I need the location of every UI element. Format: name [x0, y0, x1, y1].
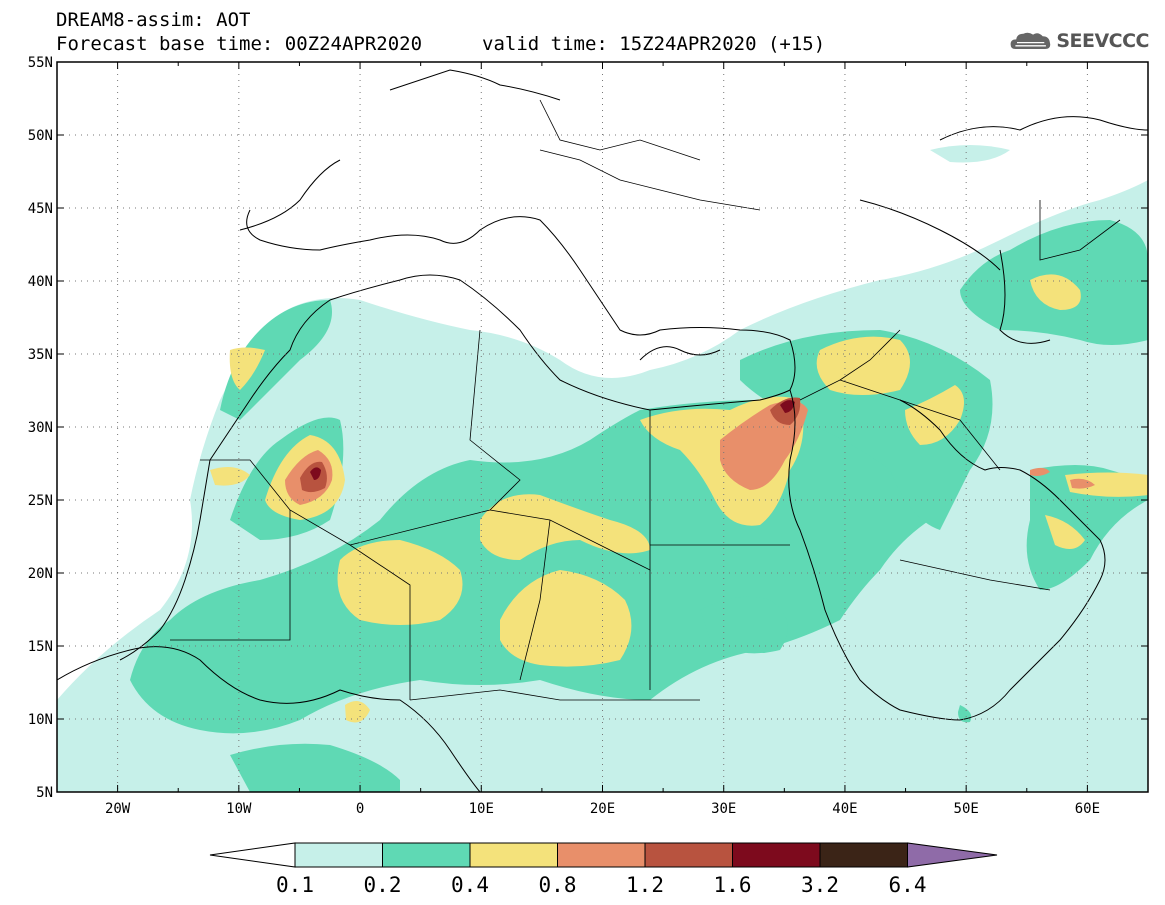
- legend-label: 6.4: [889, 873, 927, 897]
- aot-field: [57, 145, 1148, 792]
- lon-label: 0: [356, 801, 364, 817]
- chart-title-line1: DREAM8-assim: AOT: [56, 9, 251, 31]
- lon-label: 10E: [469, 801, 494, 817]
- lat-label: 40N: [28, 274, 53, 290]
- lat-label: 30N: [28, 420, 53, 436]
- lon-label: 50E: [954, 801, 979, 817]
- seevccc-logo: SEEVCCC: [1009, 26, 1149, 56]
- legend-swatch: [819, 842, 908, 868]
- legend-label: 0.2: [364, 873, 402, 897]
- valid-time: valid time: 15Z24APR2020 (+15): [482, 33, 826, 55]
- legend-label: 1.2: [626, 873, 664, 897]
- legend-arrow-high: [907, 842, 998, 868]
- lon-label: 20W: [105, 801, 131, 817]
- coastlines: [57, 69, 1148, 792]
- lat-label: 45N: [28, 201, 53, 217]
- lat-label: 10N: [28, 712, 53, 728]
- legend-label: 0.1: [276, 873, 314, 897]
- lon-label: 20E: [590, 801, 615, 817]
- cloud-icon: [1010, 32, 1051, 50]
- logo-text: SEEVCCC: [1056, 30, 1149, 52]
- legend-swatch: [382, 842, 471, 868]
- latitude-labels: 55N 50N 45N 40N 35N 30N 25N 20N 15N 10N 5N: [28, 55, 53, 801]
- legend-label: 3.2: [801, 873, 839, 897]
- lat-label: 50N: [28, 128, 53, 144]
- lon-label: 10W: [226, 801, 252, 817]
- lon-label: 40E: [832, 801, 857, 817]
- lon-label: 60E: [1075, 801, 1100, 817]
- lat-label: 15N: [28, 639, 53, 655]
- legend-swatch: [294, 842, 383, 868]
- legend-label: 0.4: [451, 873, 489, 897]
- forecast-base-time: Forecast base time: 00Z24APR2020: [56, 33, 423, 55]
- country-borders: [170, 99, 1121, 701]
- lon-label: 30E: [711, 801, 736, 817]
- axis-ticks: [56, 61, 1149, 793]
- legend-label: 1.6: [714, 873, 752, 897]
- lat-label: 20N: [28, 566, 53, 582]
- legend-arrow-low: [209, 842, 296, 868]
- legend-label: 0.8: [539, 873, 577, 897]
- legend-swatch: [557, 842, 646, 868]
- lat-label: 5N: [36, 785, 53, 801]
- legend-swatch: [644, 842, 733, 868]
- lat-label: 35N: [28, 347, 53, 363]
- color-legend: 0.1 0.2 0.4 0.8 1.2 1.6 3.2 6.4: [209, 842, 998, 897]
- lat-label: 25N: [28, 493, 53, 509]
- lat-label: 55N: [28, 55, 53, 71]
- longitude-labels: 20W 10W 0 10E 20E 30E 40E 50E 60E: [105, 801, 1100, 817]
- legend-swatch: [469, 842, 558, 868]
- legend-swatch: [732, 842, 821, 868]
